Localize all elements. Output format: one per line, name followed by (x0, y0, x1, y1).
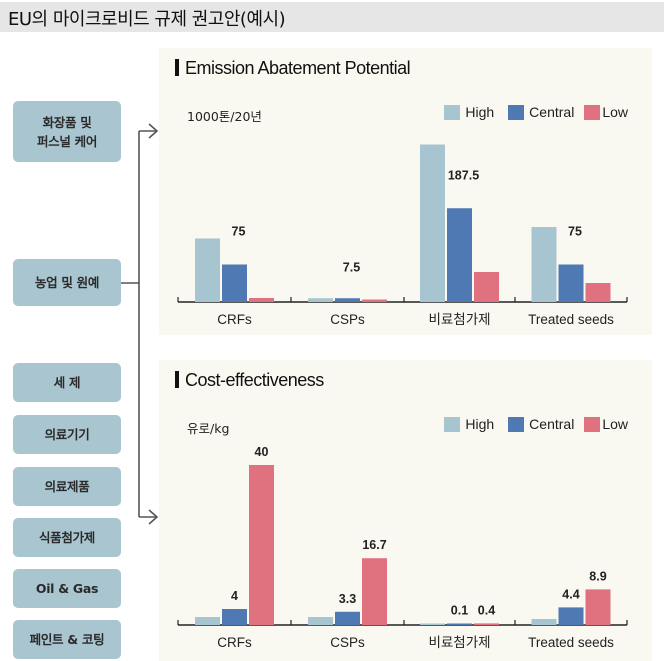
x-tick-label: CSPs (330, 312, 365, 327)
bar-central (558, 264, 584, 302)
category-box: 페인트 & 코팅 (13, 620, 121, 659)
title-bar-mark (175, 59, 179, 76)
emission-chart-panel: Emission Abatement Potential 1000톤/20년 H… (159, 48, 652, 335)
x-tick-label: CSPs (330, 635, 365, 650)
category-box: Oil & Gas (13, 569, 121, 608)
bar-high (195, 238, 220, 302)
arrow-right-icon (148, 509, 159, 525)
bar-low (474, 272, 499, 302)
x-tick-label: 비료첨가제 (428, 635, 490, 650)
category-box: 세 제 (13, 363, 121, 402)
x-tick-label: Treated seeds (528, 635, 614, 650)
legend-label: Low (602, 416, 628, 432)
bar-low (585, 283, 611, 302)
legend: High Central Low (444, 104, 628, 120)
chart-title: Cost-effectiveness (175, 370, 324, 391)
arrow-right-icon (148, 123, 159, 139)
category-box: 의료제품 (13, 467, 121, 506)
data-label: 8.9 (589, 569, 606, 583)
bar-central (335, 298, 360, 302)
data-label: 0.1 (451, 604, 468, 618)
x-tick-label: CRFs (217, 635, 252, 650)
x-tick-label: Treated seeds (528, 312, 614, 327)
legend-swatch-high (444, 104, 461, 120)
legend: High Central Low (444, 416, 628, 432)
legend-swatch-high (444, 416, 461, 432)
data-label: 3.3 (339, 592, 356, 606)
category-box: 농업 및 원예 (13, 259, 121, 306)
page-title: EU의 마이크로비드 규제 권고안(예시) (8, 9, 286, 30)
legend-swatch-low (584, 416, 601, 432)
bar-low (362, 558, 387, 625)
category-label: Oil & Gas (35, 581, 99, 596)
legend-item-central: Central (508, 416, 574, 432)
unit-label: 유로/kg (187, 421, 230, 436)
bar-high (420, 623, 445, 625)
bar-low (249, 298, 274, 302)
cost-bar-chart: CRFs 4 40 CSPs 3.3 16.7 비료첨가제 0.1 0.4 Treated see… (177, 445, 628, 650)
data-label: 0.4 (478, 603, 495, 617)
data-label: 187.5 (448, 168, 479, 182)
bar-high (531, 619, 557, 625)
category-label: 세 제 (53, 375, 81, 390)
unit-label: 1000톤/20년 (187, 109, 262, 124)
bar-central (558, 607, 584, 625)
chart-title-text: Cost-effectiveness (185, 370, 324, 390)
data-label: 4.4 (562, 587, 579, 601)
legend-item-low: Low (584, 104, 628, 120)
bar-high (420, 144, 445, 302)
category-label: 식품첨가제 (38, 530, 95, 545)
category-box: 의료기기 (13, 415, 121, 454)
legend-swatch-central (508, 104, 525, 120)
cost-chart-panel: Cost-effectiveness 유로/kg High Central Lo… (159, 360, 652, 661)
data-label: 7.5 (343, 260, 360, 274)
bar-central (222, 609, 247, 625)
data-label: 75 (232, 225, 246, 239)
category-label: 페인트 & 코팅 (29, 632, 105, 647)
bar-low (585, 589, 611, 625)
title-bar: EU의 마이크로비드 규제 권고안(예시) (0, 2, 664, 32)
legend-label: Low (602, 104, 628, 120)
category-label: 퍼스널 케어 (36, 133, 98, 149)
bar-low (362, 299, 387, 302)
legend-item-high: High (444, 104, 494, 120)
bar-low (474, 623, 499, 625)
data-label: 4 (231, 589, 238, 603)
x-tick-label: 비료첨가제 (428, 312, 490, 327)
bar-central (447, 208, 472, 302)
chart-title-text: Emission Abatement Potential (185, 58, 411, 78)
legend-item-low: Low (584, 416, 628, 432)
legend-item-central: Central (508, 104, 574, 120)
legend-label: High (465, 104, 495, 120)
title-bar-mark (175, 371, 179, 388)
x-tick-label: CRFs (217, 312, 252, 327)
bar-high (195, 617, 220, 625)
bar-high (308, 298, 333, 302)
emission-bar-chart: CRFs 75 CSPs 7.5 비료첨가제 187.5 Treated seeds 75 (177, 144, 628, 327)
category-label: 농업 및 원예 (34, 275, 100, 290)
bar-central (222, 264, 247, 302)
bar-central (335, 611, 360, 625)
legend-swatch-low (584, 104, 601, 120)
data-label: 75 (568, 225, 582, 239)
bar-low (249, 465, 274, 625)
legend-label: Central (529, 416, 575, 432)
category-label: 의료제품 (44, 479, 90, 494)
legend-item-high: High (444, 416, 494, 432)
chart-title: Emission Abatement Potential (175, 58, 411, 79)
data-label: 16.7 (362, 538, 386, 552)
data-label: 40 (255, 445, 269, 459)
category-box: 식품첨가제 (13, 518, 121, 557)
legend-swatch-central (508, 416, 525, 432)
legend-label: High (465, 416, 495, 432)
category-label: 의료기기 (44, 427, 90, 442)
bar-central (447, 623, 472, 625)
legend-label: Central (529, 104, 575, 120)
bar-high (531, 227, 557, 302)
category-label: 화장품 및 (42, 114, 92, 130)
bar-high (308, 617, 333, 625)
